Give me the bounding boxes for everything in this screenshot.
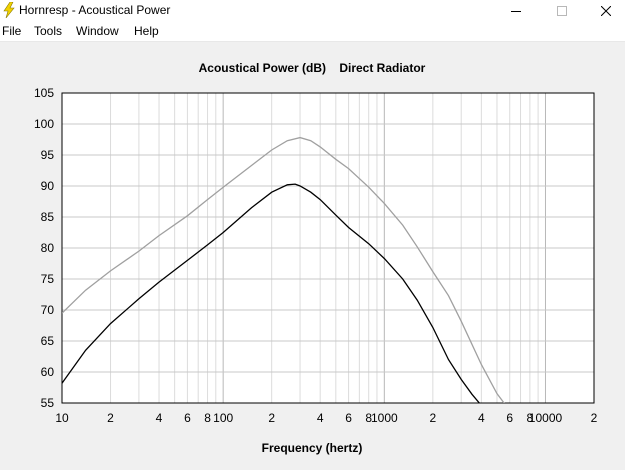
x-tick-label: 4 bbox=[317, 411, 324, 425]
x-tick-label: 6 bbox=[184, 411, 191, 425]
menu-window[interactable]: Window bbox=[76, 24, 119, 38]
x-tick-label: 10000 bbox=[529, 411, 563, 425]
x-tick-label: 2 bbox=[429, 411, 436, 425]
x-tick-label: 2 bbox=[591, 411, 598, 425]
close-icon bbox=[601, 5, 611, 16]
x-tick-label: 2 bbox=[107, 411, 114, 425]
title-bar: Hornresp - Acoustical Power bbox=[0, 0, 625, 21]
x-tick-label: 4 bbox=[478, 411, 485, 425]
close-button[interactable] bbox=[583, 0, 625, 21]
y-tick-label: 80 bbox=[41, 241, 55, 255]
maximize-icon bbox=[557, 5, 567, 16]
y-tick-label: 85 bbox=[41, 210, 55, 224]
y-tick-label: 55 bbox=[41, 396, 55, 410]
menu-help[interactable]: Help bbox=[134, 24, 159, 38]
menu-file[interactable]: File bbox=[2, 24, 22, 38]
y-tick-label: 105 bbox=[34, 86, 54, 100]
minimize-button[interactable] bbox=[493, 0, 539, 21]
menu-tools[interactable]: Tools bbox=[34, 24, 63, 38]
y-tick-label: 95 bbox=[41, 148, 55, 162]
menu-bar: File Tools Window Help bbox=[0, 21, 625, 42]
x-tick-label: 100 bbox=[213, 411, 233, 425]
x-tick-label: 2 bbox=[268, 411, 275, 425]
x-tick-label: 6 bbox=[506, 411, 513, 425]
x-tick-label: 10 bbox=[55, 411, 69, 425]
y-tick-label: 60 bbox=[41, 365, 55, 379]
plot-frame bbox=[61, 92, 595, 404]
series-line-grey bbox=[62, 136, 505, 403]
maximize-button[interactable] bbox=[539, 0, 585, 21]
chart-title: Acoustical Power (dB) Direct Radiator bbox=[199, 61, 426, 75]
x-tick-label: 8 bbox=[365, 411, 372, 425]
x-tick-label: 8 bbox=[204, 411, 211, 425]
x-tick-label: 8 bbox=[527, 411, 534, 425]
y-tick-label: 65 bbox=[41, 334, 55, 348]
x-axis-label: Frequency (hertz) bbox=[262, 441, 363, 455]
x-tick-label: 6 bbox=[345, 411, 352, 425]
series-line-black bbox=[62, 183, 481, 403]
y-tick-label: 70 bbox=[41, 303, 55, 317]
lightning-icon bbox=[3, 2, 15, 18]
y-tick-label: 100 bbox=[34, 117, 54, 131]
minimize-icon bbox=[511, 10, 521, 12]
x-tick-label: 4 bbox=[156, 411, 163, 425]
y-tick-label: 75 bbox=[41, 272, 55, 286]
x-tick-label: 1000 bbox=[371, 411, 398, 425]
y-tick-label: 90 bbox=[41, 179, 55, 193]
window-title: Hornresp - Acoustical Power bbox=[19, 3, 171, 17]
